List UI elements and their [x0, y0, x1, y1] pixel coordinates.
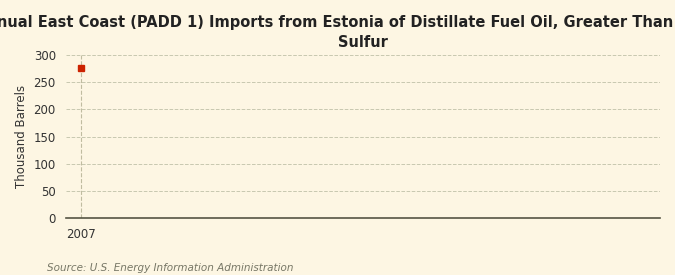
- Y-axis label: Thousand Barrels: Thousand Barrels: [15, 85, 28, 188]
- Text: Source: U.S. Energy Information Administration: Source: U.S. Energy Information Administ…: [47, 263, 294, 273]
- Title: Annual East Coast (PADD 1) Imports from Estonia of Distillate Fuel Oil, Greater : Annual East Coast (PADD 1) Imports from …: [0, 15, 675, 50]
